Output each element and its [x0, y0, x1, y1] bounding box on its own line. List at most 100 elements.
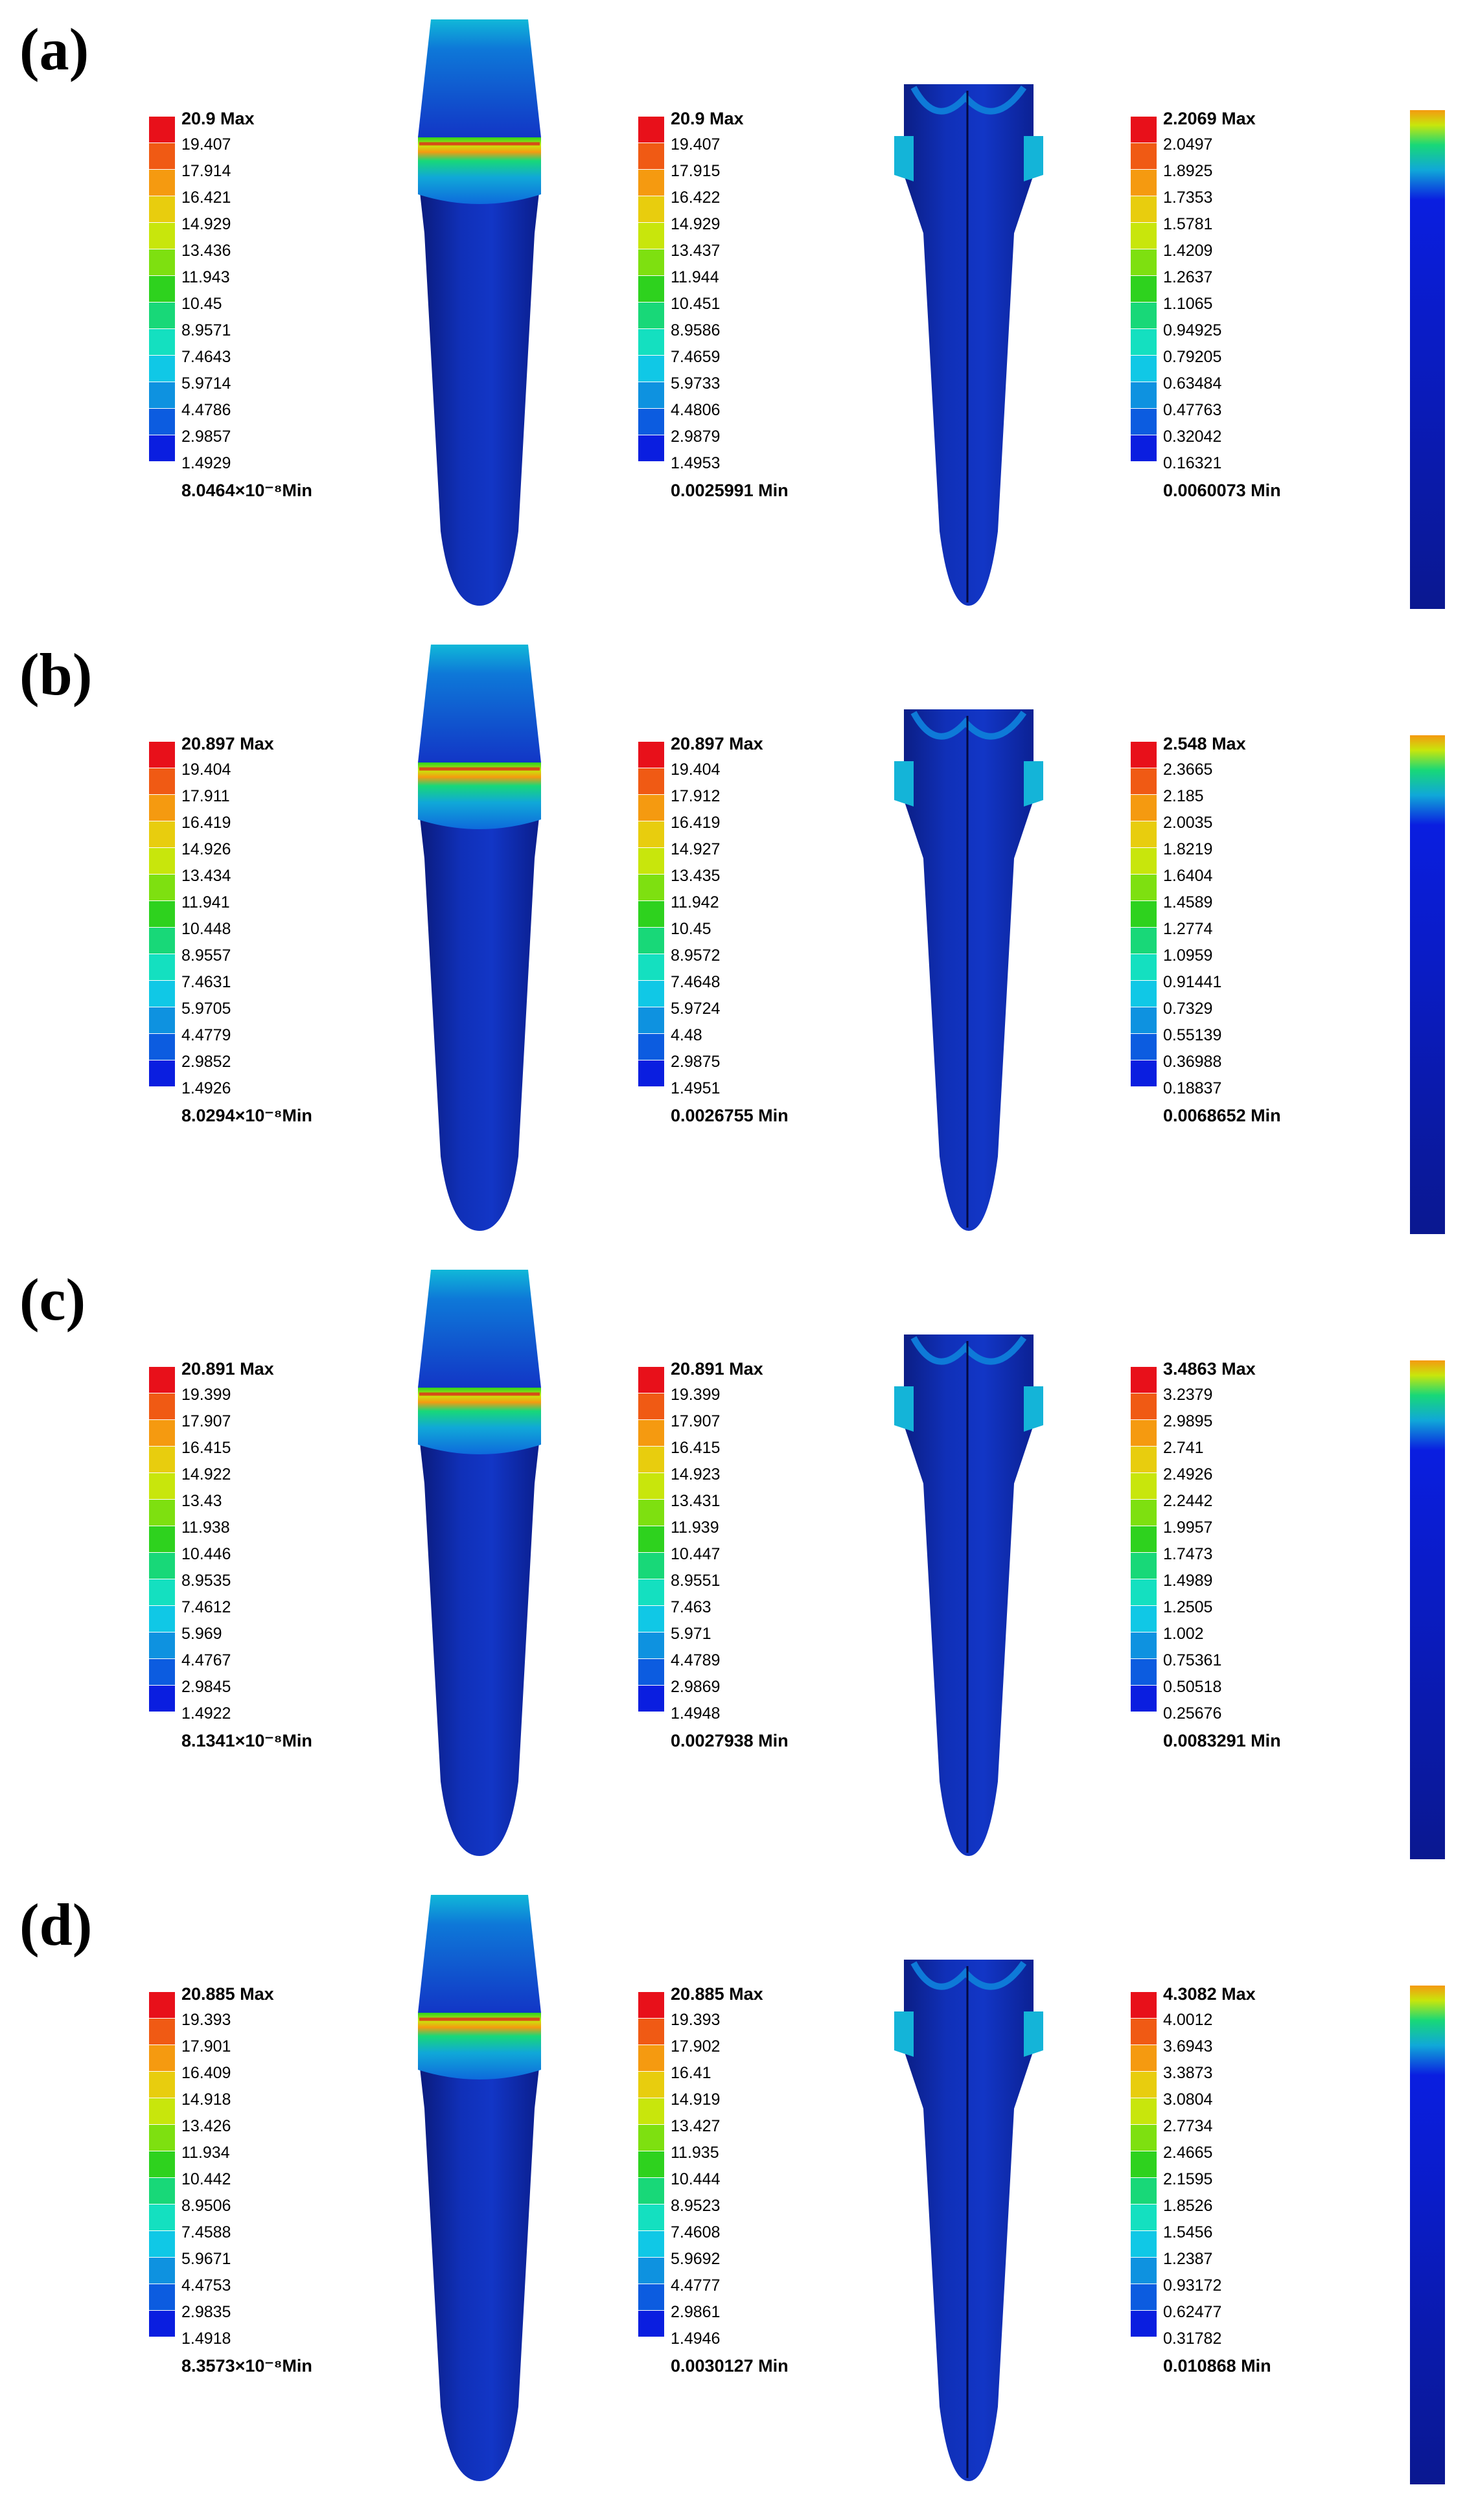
legend-swatch: [149, 276, 175, 302]
legend-min-label: 8.0464×10⁻⁸Min: [181, 481, 312, 500]
legend-swatch: [1131, 1393, 1157, 1419]
legend-swatch: [638, 901, 664, 927]
legend-swatch: [638, 1473, 664, 1499]
legend-value-label: 8.9506: [181, 2197, 231, 2215]
legend-value-label: 13.426: [181, 2117, 231, 2135]
legend-swatch: [149, 901, 175, 927]
legend-value-label: 1.1065: [1163, 295, 1213, 313]
legend-swatch: [149, 1686, 175, 1712]
legend-swatch: [1131, 276, 1157, 302]
legend-value-label: 17.914: [181, 162, 231, 180]
legend-swatch: [638, 2125, 664, 2151]
color-legend: 4.3082 Max 4.0012 3.6943 3.3873 3.0804 2.7734…: [1131, 1986, 1455, 2407]
legend-max-label: 20.897 Max: [181, 734, 274, 753]
legend-swatch: [638, 768, 664, 794]
legend-swatch: [1131, 742, 1157, 768]
legend-swatch: [1131, 928, 1157, 954]
legend-swatch: [149, 2231, 175, 2257]
legend-swatch: [149, 742, 175, 768]
legend-value-label: 13.434: [181, 867, 231, 885]
legend-swatch: [638, 223, 664, 249]
implant-front-view: [418, 19, 541, 606]
legend-value-label: 16.422: [671, 189, 721, 207]
legend-min-label: 0.0083291 Min: [1163, 1731, 1281, 1750]
legend-value-label: 4.4767: [181, 1651, 231, 1669]
legend-swatch: [1131, 329, 1157, 355]
legend-value-label: 0.7329: [1163, 1000, 1213, 1018]
legend-min-label: 8.0294×10⁻⁸Min: [181, 1106, 312, 1125]
legend-value-label: 19.404: [671, 761, 721, 779]
legend-value-label: 11.939: [671, 1518, 719, 1537]
legend-value-label: 19.407: [181, 135, 231, 154]
legend-value-label: 17.902: [671, 2037, 721, 2056]
legend-value-label: 8.9535: [181, 1572, 231, 1590]
legend-value-label: 19.393: [671, 2011, 721, 2029]
legend-value-label: 7.4608: [671, 2223, 721, 2241]
legend-swatch: [1131, 249, 1157, 275]
legend-swatch: [638, 329, 664, 355]
legend-value-label: 19.399: [181, 1386, 231, 1404]
legend-value-label: 2.9879: [671, 428, 721, 446]
legend-swatch: [1131, 981, 1157, 1007]
legend-swatch: [149, 1447, 175, 1472]
legend-swatch: [1131, 382, 1157, 408]
legend-swatch: [638, 1526, 664, 1552]
legend-swatch: [149, 875, 175, 900]
legend-swatch: [149, 1500, 175, 1526]
legend-value-label: 11.941: [181, 893, 230, 911]
legend-swatch: [149, 2178, 175, 2204]
legend-swatch: [149, 1393, 175, 1419]
legend-value-label: 10.446: [181, 1545, 231, 1563]
legend-swatch: [149, 1007, 175, 1033]
legend-value-label: 2.0035: [1163, 814, 1213, 832]
legend-max-label: 3.4863 Max: [1163, 1359, 1256, 1379]
legend-value-label: 2.9861: [671, 2303, 721, 2321]
legend-value-label: 8.9586: [671, 321, 721, 339]
legend-max-label: 20.891 Max: [671, 1359, 763, 1379]
legend-value-label: 0.93172: [1163, 2276, 1222, 2295]
legend-swatch: [1131, 143, 1157, 169]
cross-section-strip: [1410, 1986, 1445, 2484]
legend-value-label: 14.923: [671, 1465, 721, 1483]
legend-value-label: 14.918: [181, 2090, 231, 2109]
legend-swatch: [638, 382, 664, 408]
legend-swatch: [149, 821, 175, 847]
legend-value-label: 13.436: [181, 242, 231, 260]
legend-value-label: 14.927: [671, 840, 721, 858]
legend-value-label: 2.0497: [1163, 135, 1213, 154]
legend-max-label: 2.548 Max: [1163, 734, 1246, 753]
legend-min-label: 0.0068652 Min: [1163, 1106, 1281, 1125]
legend-value-label: 8.9557: [181, 946, 231, 965]
legend-min-label: 0.0025991 Min: [671, 481, 789, 500]
legend-swatch: [149, 356, 175, 382]
legend-value-label: 4.4753: [181, 2276, 231, 2295]
legend-swatch: [638, 1447, 664, 1472]
legend-value-label: 7.4643: [181, 348, 231, 366]
panel-row: (b) 20.897 Max 19.404 17.911 16.419 14.926 13.…: [0, 625, 1467, 1254]
legend-value-label: 14.929: [671, 215, 721, 233]
legend-min-label: 8.1341×10⁻⁸Min: [181, 1731, 312, 1750]
legend-value-label: 11.934: [181, 2144, 230, 2162]
legend-value-label: 14.929: [181, 215, 231, 233]
legend-value-label: 13.435: [671, 867, 721, 885]
color-legend: 20.885 Max 19.393 17.902 16.41 14.919 13.427 1…: [638, 1986, 962, 2407]
color-legend: 20.891 Max 19.399 17.907 16.415 14.922 13.43 1…: [149, 1360, 473, 1781]
legend-swatch: [638, 1060, 664, 1086]
implant-front-view: [418, 645, 541, 1231]
legend-max-label: 20.9 Max: [671, 109, 744, 128]
legend-value-label: 1.2387: [1163, 2250, 1213, 2268]
legend-swatch: [149, 1473, 175, 1499]
legend-value-label: 2.185: [1163, 787, 1204, 805]
legend-value-label: 5.9671: [181, 2250, 231, 2268]
implant-section-view: [894, 84, 1043, 606]
legend-swatch: [1131, 223, 1157, 249]
legend-swatch: [638, 875, 664, 900]
legend-value-label: 0.75361: [1163, 1651, 1222, 1669]
legend-value-label: 3.3873: [1163, 2064, 1213, 2082]
legend-swatch: [638, 742, 664, 768]
panel-row: (a) 20.9 Max 19.407 17.914 16.421 14.929 13.43…: [0, 0, 1467, 628]
legend-swatch: [638, 117, 664, 143]
legend-swatch: [149, 1526, 175, 1552]
legend-swatch: [638, 196, 664, 222]
legend-value-label: 7.463: [671, 1598, 711, 1616]
